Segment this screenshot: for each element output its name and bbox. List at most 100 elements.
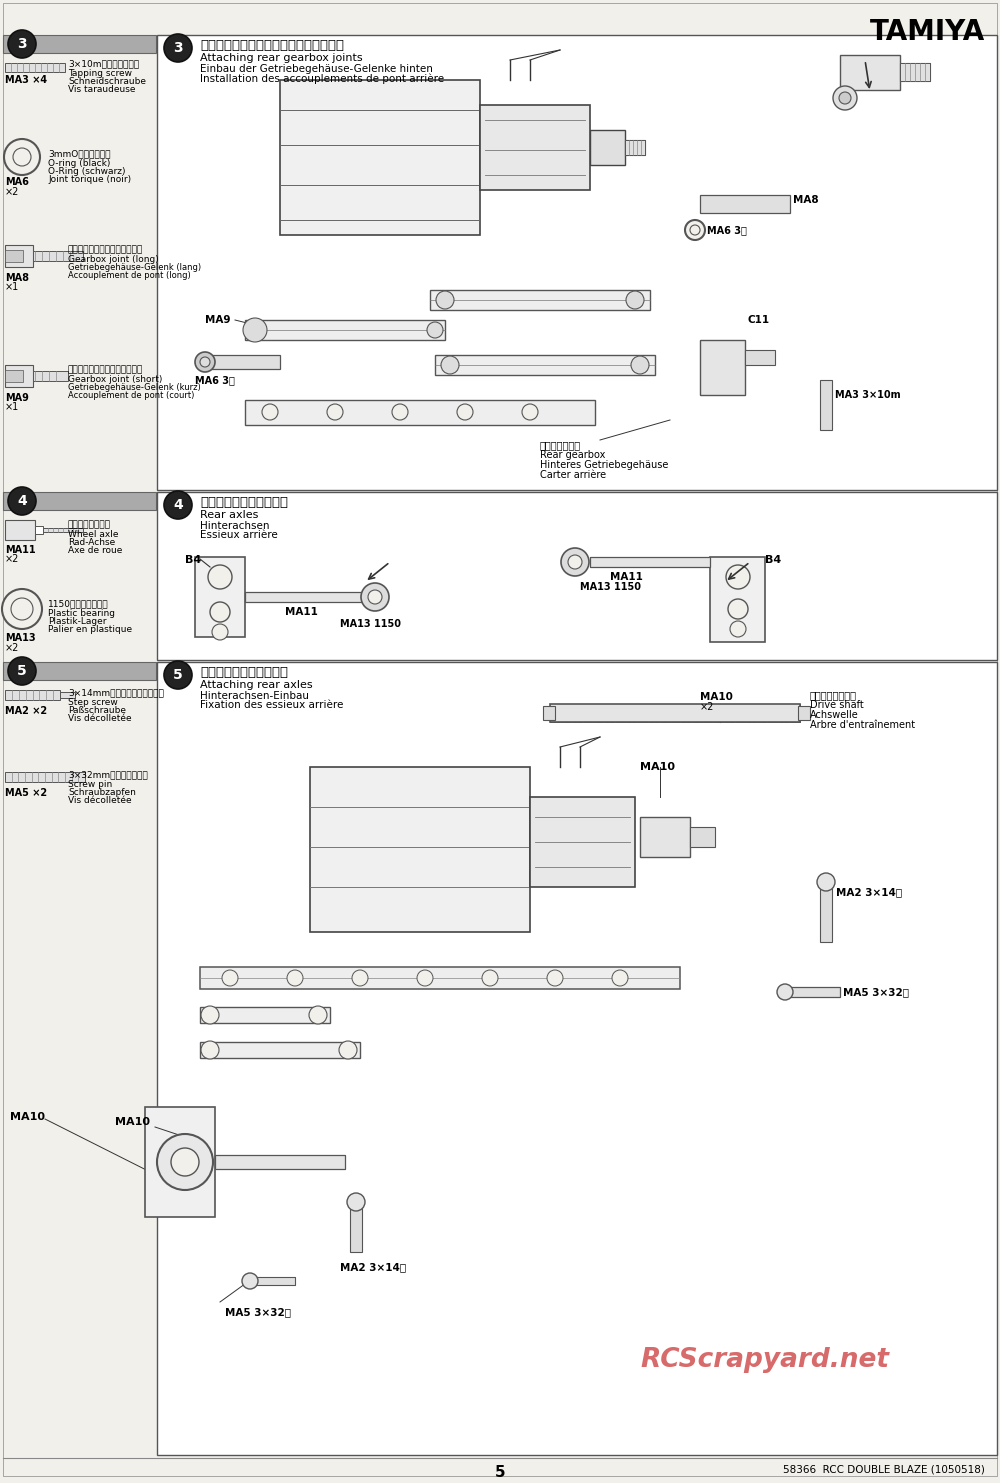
Text: MA13 1150: MA13 1150	[340, 618, 401, 629]
Text: Paßschraube: Paßschraube	[68, 706, 126, 715]
Text: 3: 3	[17, 37, 27, 50]
Bar	[43, 528, 83, 532]
Bar	[157, 36, 997, 489]
Bar	[435, 354, 655, 375]
Circle shape	[361, 583, 389, 611]
Text: ギヤボックスジョイント（長）: ギヤボックスジョイント（長）	[68, 245, 143, 254]
Text: B4: B4	[765, 555, 781, 565]
Circle shape	[210, 602, 230, 621]
Bar	[480, 105, 590, 190]
Text: B4: B4	[185, 555, 201, 565]
Bar	[35, 526, 43, 534]
Text: Rear axles: Rear axles	[200, 510, 258, 521]
Text: MA5 ×2: MA5 ×2	[5, 787, 47, 798]
Text: MA2 3×14㎜: MA2 3×14㎜	[340, 1262, 406, 1272]
Circle shape	[833, 86, 857, 110]
Circle shape	[730, 621, 746, 638]
Text: MA10: MA10	[10, 1112, 45, 1123]
Circle shape	[441, 356, 459, 374]
Bar	[210, 354, 280, 369]
Text: 58366  RCC DOUBLE BLAZE (1050518): 58366 RCC DOUBLE BLAZE (1050518)	[783, 1465, 985, 1476]
Circle shape	[685, 219, 705, 240]
Text: MA2 ×2: MA2 ×2	[5, 706, 47, 716]
Text: MA13 1150: MA13 1150	[580, 581, 641, 592]
Bar	[820, 887, 832, 942]
Circle shape	[200, 357, 210, 366]
Bar	[43, 528, 83, 532]
Bar	[255, 1277, 295, 1284]
Circle shape	[547, 970, 563, 986]
Text: Hinterachsen: Hinterachsen	[200, 521, 270, 531]
Circle shape	[287, 970, 303, 986]
Text: リヤアクスルの組み立て: リヤアクスルの組み立て	[200, 495, 288, 509]
Circle shape	[8, 486, 36, 515]
Text: 3mmOリング（黒）: 3mmOリング（黒）	[48, 148, 110, 159]
Circle shape	[222, 970, 238, 986]
Text: リヤギヤケース: リヤギヤケース	[540, 440, 581, 449]
Text: ×1: ×1	[5, 282, 19, 292]
Text: ×2: ×2	[5, 644, 19, 653]
Bar	[625, 139, 645, 156]
Bar	[245, 592, 365, 602]
Bar	[590, 131, 625, 165]
Bar	[790, 988, 840, 997]
Text: Essieux arrière: Essieux arrière	[200, 529, 278, 540]
Bar	[530, 796, 635, 887]
Text: MA13: MA13	[5, 633, 36, 644]
Bar	[745, 350, 775, 365]
Circle shape	[208, 565, 232, 589]
Text: MA3 ×4: MA3 ×4	[5, 76, 47, 85]
Bar	[543, 706, 555, 721]
Text: MA5 3×32㎜: MA5 3×32㎜	[843, 988, 909, 997]
Text: リヤアクスルの取り付け: リヤアクスルの取り付け	[200, 666, 288, 679]
Circle shape	[212, 624, 228, 641]
Text: Joint torique (noir): Joint torique (noir)	[48, 175, 131, 184]
Text: Getriebegehäuse-Gelenk (lang): Getriebegehäuse-Gelenk (lang)	[68, 262, 201, 271]
Text: ×2: ×2	[700, 701, 714, 712]
Bar	[590, 558, 710, 567]
Text: MA11: MA11	[285, 607, 318, 617]
Text: TAMIYA: TAMIYA	[870, 18, 985, 46]
Text: ×2: ×2	[5, 555, 19, 564]
Text: 4: 4	[17, 494, 27, 509]
Text: Plastik-Lager: Plastik-Lager	[48, 617, 106, 626]
Circle shape	[262, 403, 278, 420]
Text: 3×10mタッピングビス: 3×10mタッピングビス	[68, 59, 139, 68]
Text: Accouplement de pont (long): Accouplement de pont (long)	[68, 271, 191, 280]
Bar	[430, 291, 650, 310]
Text: リヤギヤボックスジョイントの取り付け: リヤギヤボックスジョイントの取り付け	[200, 39, 344, 52]
Text: Achswelle: Achswelle	[810, 710, 859, 721]
Text: MA11: MA11	[5, 544, 36, 555]
Circle shape	[4, 139, 40, 175]
Text: 5: 5	[17, 664, 27, 678]
Bar	[550, 704, 800, 722]
Circle shape	[327, 403, 343, 420]
Bar	[60, 693, 75, 698]
Bar	[590, 558, 710, 567]
Bar	[200, 1043, 360, 1057]
Bar	[3, 36, 156, 53]
Circle shape	[201, 1005, 219, 1023]
Text: Accouplement de pont (court): Accouplement de pont (court)	[68, 392, 194, 400]
Circle shape	[242, 1272, 258, 1289]
Circle shape	[728, 599, 748, 618]
Circle shape	[195, 351, 215, 372]
Circle shape	[164, 491, 192, 519]
Bar	[5, 773, 85, 782]
Bar	[245, 592, 365, 602]
Text: ドライブシャフト: ドライブシャフト	[810, 690, 857, 700]
Text: MA10: MA10	[115, 1117, 150, 1127]
Bar	[350, 1207, 362, 1252]
Text: O-ring (black): O-ring (black)	[48, 159, 110, 168]
Bar	[700, 340, 745, 394]
Bar	[840, 55, 900, 90]
Bar	[900, 62, 930, 82]
Circle shape	[839, 92, 851, 104]
Circle shape	[8, 657, 36, 685]
Circle shape	[164, 34, 192, 62]
Circle shape	[347, 1192, 365, 1212]
Bar	[5, 690, 60, 700]
Text: Attaching rear gearbox joints: Attaching rear gearbox joints	[200, 53, 363, 62]
Bar	[245, 320, 445, 340]
Text: MA2 3×14㎜: MA2 3×14㎜	[836, 887, 902, 897]
